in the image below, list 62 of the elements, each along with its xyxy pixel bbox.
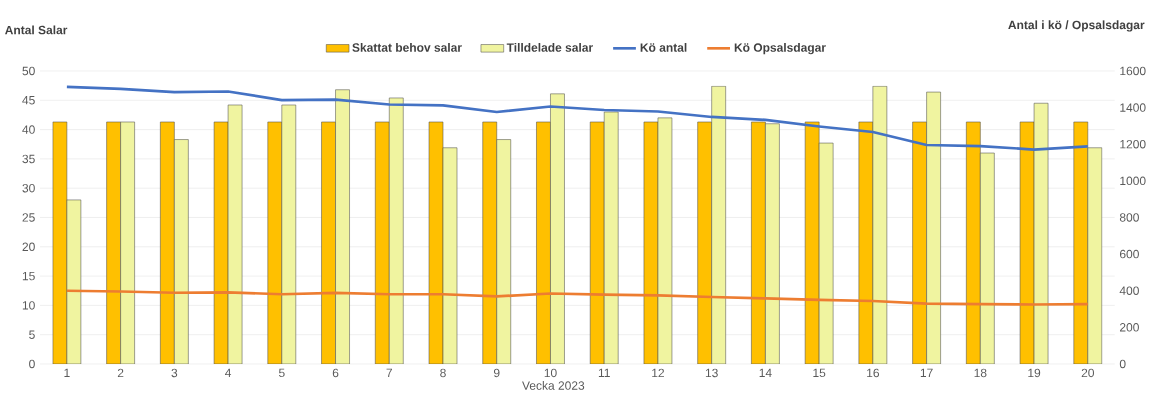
bar	[267, 121, 283, 364]
y-tick-label: 35	[22, 154, 35, 164]
legend-label: Tilldelade salar	[506, 42, 593, 52]
bar	[589, 121, 605, 364]
x-tick-label: 9	[493, 368, 500, 378]
y2-axis-title: Antal i kö / Opsalsdagar	[1008, 20, 1145, 32]
bar	[1073, 121, 1089, 364]
x-tick-label: 5	[278, 368, 285, 378]
x-tick-label: 1	[64, 368, 70, 377]
y2-tick-label: 1400	[1120, 103, 1146, 112]
x-tick-label: 16	[867, 368, 880, 378]
legend-label: Kö antal	[640, 42, 687, 52]
x-tick-label: 15	[813, 368, 826, 378]
x-tick-label: 7	[386, 368, 392, 377]
x-tick-label: 17	[920, 368, 933, 377]
bar	[375, 121, 390, 364]
legend-label: Kö Opsalsdagar	[734, 42, 826, 55]
x-tick-label: 4	[225, 368, 232, 377]
legend-label: Skattat behov salar	[352, 42, 462, 52]
bar	[697, 121, 712, 364]
x-tick-label: 6	[332, 368, 339, 378]
y-tick-label: 40	[22, 125, 35, 134]
x-tick-label: 8	[440, 368, 446, 378]
bar	[751, 121, 766, 364]
x-tick-label: 10	[544, 368, 557, 378]
y2-tick-label: 1600	[1120, 66, 1146, 76]
y2-tick-label: 0	[1119, 359, 1126, 369]
x-tick-label: 19	[1028, 368, 1041, 378]
x-tick-label: 18	[974, 368, 987, 378]
bar	[536, 121, 551, 364]
y-tick-label: 30	[22, 183, 35, 193]
x-tick-label: 3	[171, 368, 178, 378]
bar	[321, 121, 336, 364]
y2-tick-label: 600	[1119, 249, 1139, 259]
y-axis-title: Antal Salar	[5, 25, 68, 35]
y-tick-label: 10	[22, 301, 35, 310]
y2-tick-label: 1200	[1120, 139, 1146, 149]
y-tick-label: 15	[22, 271, 35, 281]
y2-tick-label: 1000	[1120, 176, 1146, 186]
bar	[912, 121, 927, 364]
y-tick-label: 50	[22, 66, 35, 76]
x-tick-label: 2	[117, 368, 124, 378]
x-tick-label: 11	[598, 368, 610, 377]
bar	[160, 121, 175, 364]
x-tick-label: 20	[1081, 368, 1095, 378]
y-tick-label: 25	[22, 213, 35, 222]
x-tick-label: 14	[759, 368, 772, 377]
bar	[966, 121, 981, 364]
x-tick-label: 12	[652, 368, 664, 378]
y2-tick-label: 200	[1119, 323, 1139, 332]
y-tick-label: 45	[22, 96, 35, 105]
y-tick-label: 20	[22, 242, 35, 252]
y-tick-label: 5	[29, 330, 35, 339]
line-series	[65, 289, 1090, 306]
line-series	[65, 85, 1090, 151]
y-tick-label: 0	[29, 359, 35, 369]
x-axis-title: Vecka 2023	[522, 381, 585, 390]
y2-tick-label: 400	[1119, 286, 1139, 295]
bar	[106, 121, 121, 364]
x-tick-label: 13	[705, 368, 718, 378]
bar	[482, 121, 498, 364]
y2-tick-label: 800	[1119, 213, 1139, 222]
